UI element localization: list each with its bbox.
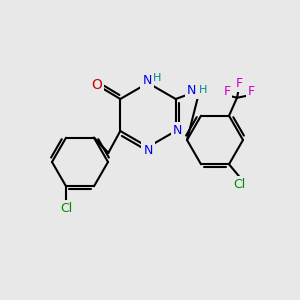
Text: O: O — [91, 78, 102, 92]
Text: F: F — [224, 85, 231, 98]
Text: F: F — [236, 77, 243, 90]
Text: H: H — [199, 85, 207, 95]
Text: N: N — [173, 124, 182, 137]
Text: Cl: Cl — [60, 202, 72, 215]
Text: F: F — [248, 85, 255, 98]
Text: Cl: Cl — [233, 178, 245, 191]
Text: N: N — [142, 74, 152, 86]
Text: N: N — [187, 83, 196, 97]
Text: H: H — [153, 73, 161, 83]
Text: N: N — [143, 143, 153, 157]
